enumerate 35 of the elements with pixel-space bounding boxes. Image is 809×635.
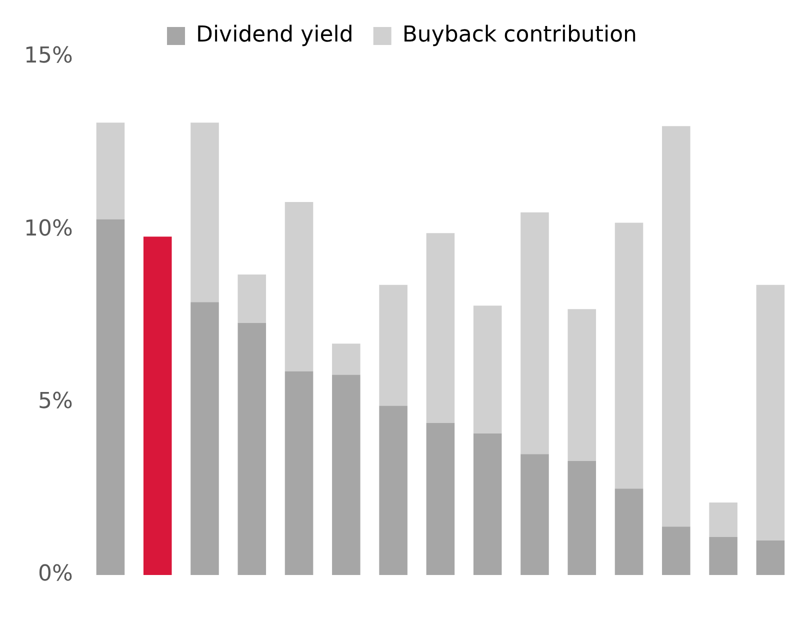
y-tick-label: 0% [38,562,73,587]
y-tick-label: 5% [38,389,73,414]
bar [662,526,690,575]
y-tick-label: 15% [24,44,73,69]
bar [379,284,408,406]
bar [284,371,314,575]
bar [190,302,219,575]
bar [238,274,266,323]
bar [520,212,549,454]
legend-label: Dividend yield [196,22,354,48]
bar [568,309,596,462]
bar [332,344,360,375]
bar [568,461,596,575]
bar [756,284,785,540]
bar [662,126,690,527]
bar [143,236,172,575]
bar [332,374,360,575]
bar [520,454,549,575]
bar [238,322,266,575]
bar [190,122,219,302]
bar [379,406,408,575]
bar [473,433,502,575]
bar [96,122,125,220]
bar [96,219,125,575]
bar [426,423,455,575]
y-tick-label: 10% [24,216,73,242]
bar [756,540,785,575]
bar [709,502,738,538]
bar [614,222,644,489]
bar [614,488,644,575]
legend-label: Buyback contribution [402,22,638,48]
bar [709,537,738,575]
bar [426,233,455,424]
bar [284,202,314,372]
bar [473,306,502,434]
